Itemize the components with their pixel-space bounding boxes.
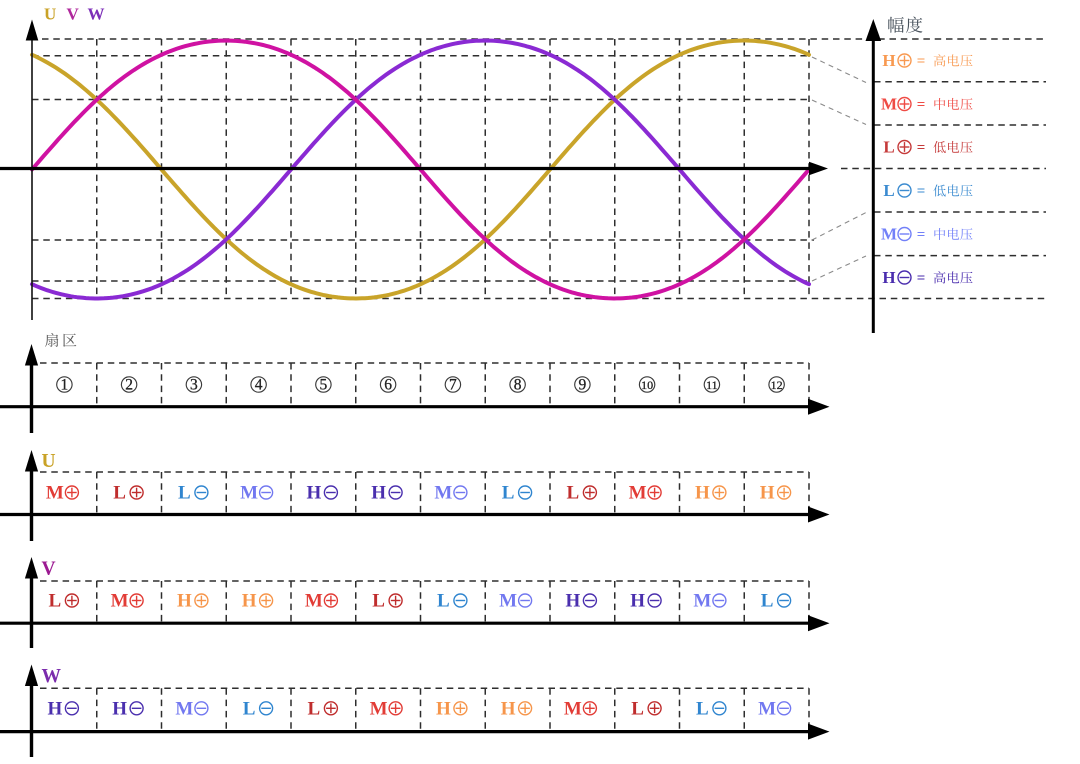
svg-text:M: M [629,483,647,504]
svg-text:=: = [917,54,926,70]
svg-text:H: H [630,591,645,612]
svg-text:H: H [177,591,192,612]
svg-text:H: H [882,51,895,70]
svg-text:L: L [178,483,191,504]
svg-text:5: 5 [320,377,328,394]
svg-text:M: M [881,225,897,244]
svg-text:L: L [243,699,256,720]
svg-text:M: M [111,591,129,612]
svg-text:L: L [631,699,644,720]
svg-text:=: = [917,184,926,200]
svg-text:M: M [693,591,711,612]
svg-text:H: H [565,591,580,612]
svg-text:M: M [881,95,897,114]
svg-text:H: H [112,699,127,720]
svg-text:=: = [917,97,926,113]
svg-text:L: L [49,591,62,612]
svg-text:M: M [46,483,64,504]
svg-text:M: M [434,483,452,504]
svg-text:10: 10 [641,378,653,392]
svg-text:=: = [917,227,926,243]
svg-text:U: U [42,451,56,472]
svg-text:U: U [44,5,56,24]
svg-text:L: L [308,699,321,720]
svg-text:L: L [113,483,126,504]
svg-text:M: M [370,699,388,720]
svg-text:H: H [695,483,710,504]
svg-text:11: 11 [706,378,718,392]
svg-text:M: M [758,699,776,720]
svg-text:H: H [371,483,386,504]
svg-text:H: H [501,699,516,720]
svg-text:W: W [88,5,105,24]
svg-text:H: H [760,483,775,504]
svg-text:7: 7 [449,377,457,394]
svg-text:2: 2 [125,377,133,394]
svg-text:H: H [882,268,895,287]
svg-text:3: 3 [190,377,198,394]
svg-text:L: L [761,591,774,612]
svg-text:M: M [564,699,582,720]
svg-text:H: H [436,699,451,720]
svg-text:H: H [47,699,62,720]
svg-text:L: L [696,699,709,720]
svg-text:L: L [437,591,450,612]
svg-text:H: H [242,591,257,612]
svg-text:L: L [502,483,515,504]
svg-text:6: 6 [384,377,392,394]
svg-text:L: L [567,483,580,504]
svg-text:H: H [306,483,321,504]
svg-text:M: M [499,591,517,612]
svg-text:L: L [883,138,894,157]
svg-text:V: V [67,5,80,24]
svg-text:M: M [240,483,258,504]
svg-text:L: L [372,591,385,612]
svg-text:12: 12 [771,378,783,392]
svg-text:=: = [917,271,926,287]
svg-text:1: 1 [61,377,69,394]
svg-text:V: V [42,559,56,580]
svg-text:M: M [305,591,323,612]
svg-text:9: 9 [579,377,587,394]
svg-text:W: W [42,666,62,687]
svg-text:=: = [917,140,926,156]
svg-text:L: L [883,181,894,200]
svg-text:M: M [175,699,193,720]
svg-text:8: 8 [514,377,522,394]
svg-text:4: 4 [255,377,263,394]
